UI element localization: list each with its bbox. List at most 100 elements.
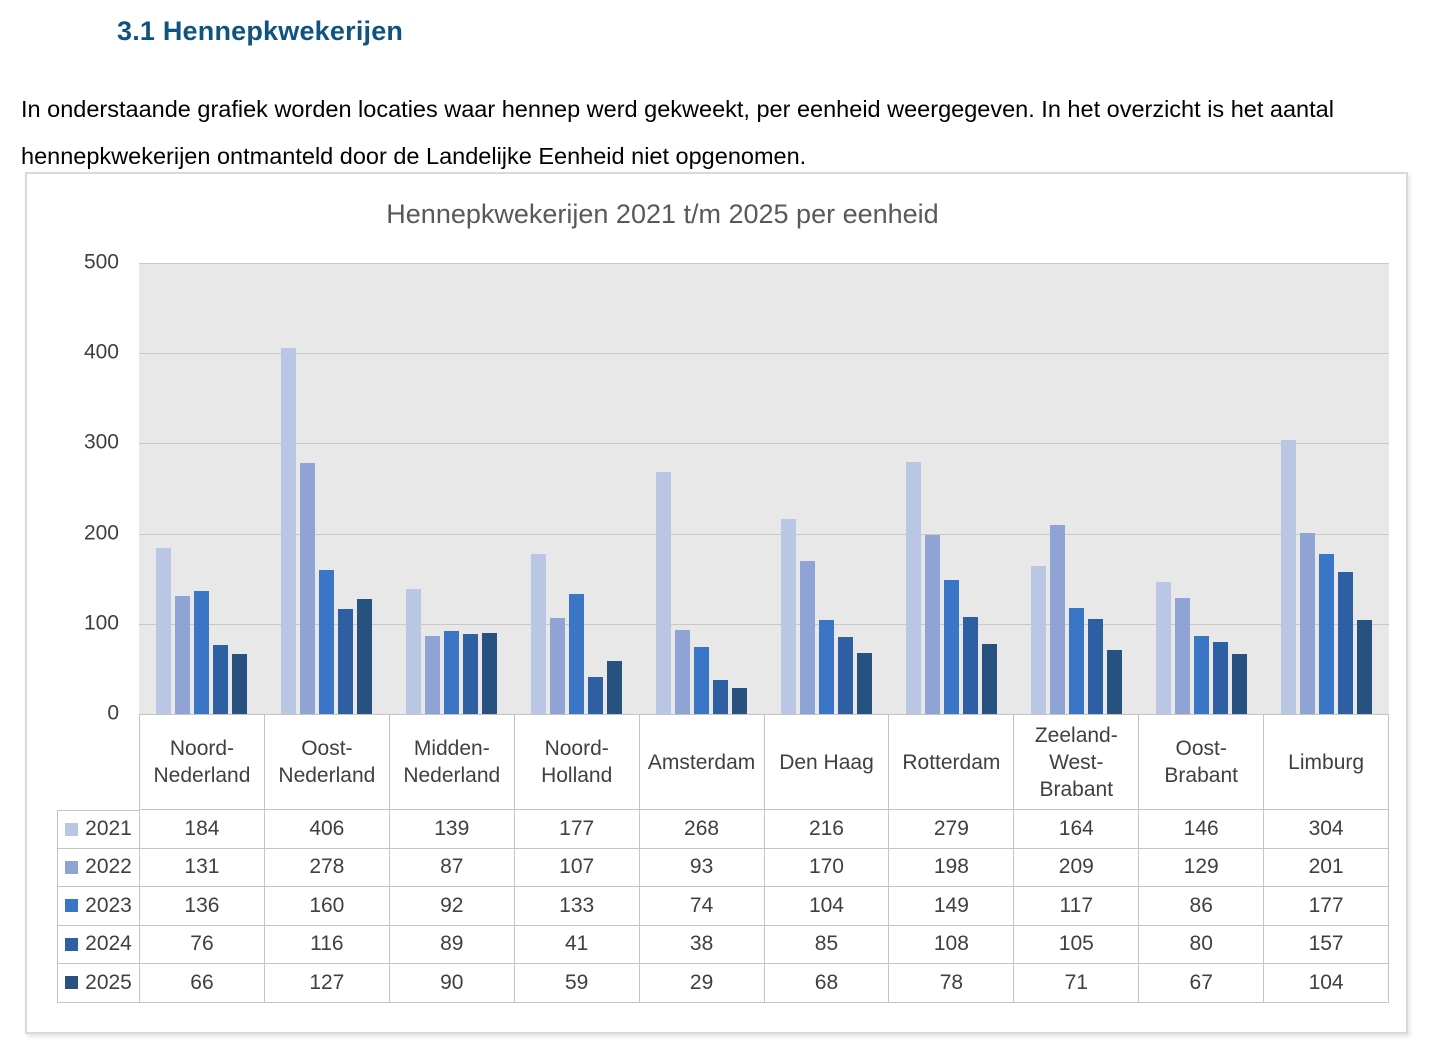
- table-row-2025: 2025 66 127 90 59 29 68 78 71 67 104: [57, 964, 1390, 1003]
- value-2023-amsterdam: 74: [638, 887, 764, 926]
- value-2024-limburg: 157: [1263, 925, 1390, 964]
- bar-2024-rotterdam: [963, 616, 978, 714]
- legend-year-label: 2024: [85, 932, 132, 956]
- table-row-2021: 2021 184 406 139 177 268 216 279 164 146 304: [57, 810, 1390, 849]
- x-axis-label-text: Oost- Nederland: [278, 737, 376, 787]
- legend-year-label: 2023: [85, 893, 132, 917]
- x-axis-label-limburg: Limburg: [1263, 714, 1390, 810]
- bar-2021-rotterdam: [906, 462, 921, 714]
- bar-group-den-haag: [764, 263, 889, 714]
- x-axis-label-amsterdam: Amsterdam: [638, 714, 764, 810]
- plot-area: [139, 263, 1389, 714]
- value-2022-oost-brabant: 129: [1138, 848, 1264, 887]
- value-2024-oost-brabant: 80: [1138, 925, 1264, 964]
- value-2025-midden-nederland: 90: [388, 964, 514, 1003]
- bar-2024-oost-nederland: [338, 609, 353, 714]
- value-2021-noord-holland: 177: [513, 810, 639, 849]
- bar-2023-den-haag: [819, 620, 834, 714]
- value-2024-zeeland-west-brabant: 105: [1013, 925, 1139, 964]
- bar-2024-noord-nederland: [213, 645, 228, 714]
- x-axis-label-oost-nederland: Oost- Nederland: [263, 714, 389, 810]
- y-axis-tick-label-200: 200: [83, 521, 119, 545]
- value-2021-oost-nederland: 406: [263, 810, 389, 849]
- x-axis-label-text: Amsterdam: [647, 750, 756, 774]
- bar-2021-zeeland-west-brabant: [1031, 566, 1046, 714]
- legend-cell-2021: 2021: [57, 810, 139, 849]
- x-axis-label-noord-holland: Noord- Holland: [513, 714, 639, 810]
- bar-2024-limburg: [1338, 572, 1353, 714]
- bar-2022-rotterdam: [925, 535, 940, 714]
- gridline-500: [139, 263, 1389, 264]
- x-axis-label-text: Oost- Brabant: [1164, 737, 1238, 787]
- value-2025-oost-nederland: 127: [263, 964, 389, 1003]
- value-2021-midden-nederland: 139: [388, 810, 514, 849]
- value-2021-den-haag: 216: [763, 810, 889, 849]
- x-axis-label-text: Zeeland- West- Brabant: [1034, 723, 1118, 801]
- value-2025-noord-nederland: 66: [139, 964, 264, 1003]
- section-heading: 3.1 Hennepkwekerijen: [117, 16, 404, 46]
- bar-2024-den-haag: [838, 637, 853, 714]
- bar-2023-oost-brabant: [1194, 636, 1209, 714]
- x-axis-label-zeeland-west-brabant: Zeeland- West- Brabant: [1013, 714, 1139, 810]
- y-axis-tick-label-0: 0: [107, 701, 119, 725]
- bar-2021-midden-nederland: [406, 588, 421, 714]
- x-axis-category-row: Noord- Nederland Oost- Nederland Midden- Nede…: [139, 714, 1390, 810]
- y-axis-tick-label-500: 500: [83, 250, 119, 274]
- bar-2023-zeeland-west-brabant: [1069, 608, 1084, 714]
- value-2021-oost-brabant: 146: [1138, 810, 1264, 849]
- bar-2025-den-haag: [857, 652, 872, 714]
- x-axis-label-text: Den Haag: [779, 750, 874, 774]
- bar-2025-noord-holland: [607, 660, 622, 714]
- legend-swatch-2025: [65, 976, 79, 990]
- value-2022-amsterdam: 93: [638, 848, 764, 887]
- value-2022-rotterdam: 198: [888, 848, 1014, 887]
- y-axis-tick-label-300: 300: [83, 430, 119, 454]
- x-axis-label-text: Midden- Nederland: [403, 737, 501, 787]
- gridline-100: [139, 623, 1389, 625]
- bar-2025-limburg: [1357, 620, 1372, 714]
- bar-2025-noord-nederland: [232, 654, 247, 714]
- value-2022-midden-nederland: 87: [388, 848, 514, 887]
- value-2023-zeeland-west-brabant: 117: [1013, 887, 1139, 926]
- bar-2021-amsterdam: [656, 472, 671, 714]
- value-2023-oost-brabant: 86: [1138, 887, 1264, 926]
- value-2023-rotterdam: 149: [888, 887, 1014, 926]
- value-2022-zeeland-west-brabant: 209: [1013, 848, 1139, 887]
- y-axis-tick-label-100: 100: [83, 611, 119, 635]
- bar-2022-midden-nederland: [425, 635, 440, 714]
- bar-group-oost-brabant: [1139, 263, 1264, 714]
- value-2025-rotterdam: 78: [888, 964, 1014, 1003]
- gridline-300: [139, 443, 1389, 445]
- legend-year-label: 2021: [85, 817, 132, 841]
- bar-2023-noord-holland: [569, 594, 584, 714]
- value-2024-midden-nederland: 89: [388, 925, 514, 964]
- bar-2022-limburg: [1300, 532, 1315, 714]
- gridline-200: [139, 533, 1389, 535]
- table-row-2024: 2024 76 116 89 41 38 85 108 105 80 157: [57, 925, 1390, 964]
- bar-2022-amsterdam: [675, 630, 690, 714]
- value-2021-zeeland-west-brabant: 164: [1013, 810, 1139, 849]
- x-axis-label-text: Limburg: [1288, 750, 1365, 774]
- table-row-2022: 2022 131 278 87 107 93 170 198 209 129 201: [57, 848, 1390, 887]
- value-2023-den-haag: 104: [763, 887, 889, 926]
- bar-group-limburg: [1264, 263, 1389, 714]
- bar-2022-noord-nederland: [175, 595, 190, 714]
- bar-2024-oost-brabant: [1213, 641, 1228, 714]
- bar-2021-noord-nederland: [156, 548, 171, 714]
- bar-group-midden-nederland: [389, 263, 514, 714]
- bar-2023-oost-nederland: [319, 569, 334, 714]
- bar-2025-amsterdam: [732, 687, 747, 714]
- gridline-400: [139, 353, 1389, 355]
- x-axis-label-text: Noord- Nederland: [153, 737, 251, 787]
- value-2022-oost-nederland: 278: [263, 848, 389, 887]
- data-table: 2021 184 406 139 177 268 216 279 164 146 304 2022 13…: [57, 810, 1390, 1003]
- value-2024-noord-holland: 41: [513, 925, 639, 964]
- value-2023-limburg: 177: [1263, 887, 1390, 926]
- x-axis-label-noord-nederland: Noord- Nederland: [139, 714, 264, 810]
- bar-2025-rotterdam: [982, 643, 997, 714]
- bar-2023-midden-nederland: [444, 631, 459, 714]
- value-2023-oost-nederland: 160: [263, 887, 389, 926]
- x-axis-label-text: Rotterdam: [902, 750, 1001, 774]
- intro-paragraph: In onderstaande grafiek worden locaties …: [21, 96, 1334, 169]
- bar-2022-oost-nederland: [300, 463, 315, 714]
